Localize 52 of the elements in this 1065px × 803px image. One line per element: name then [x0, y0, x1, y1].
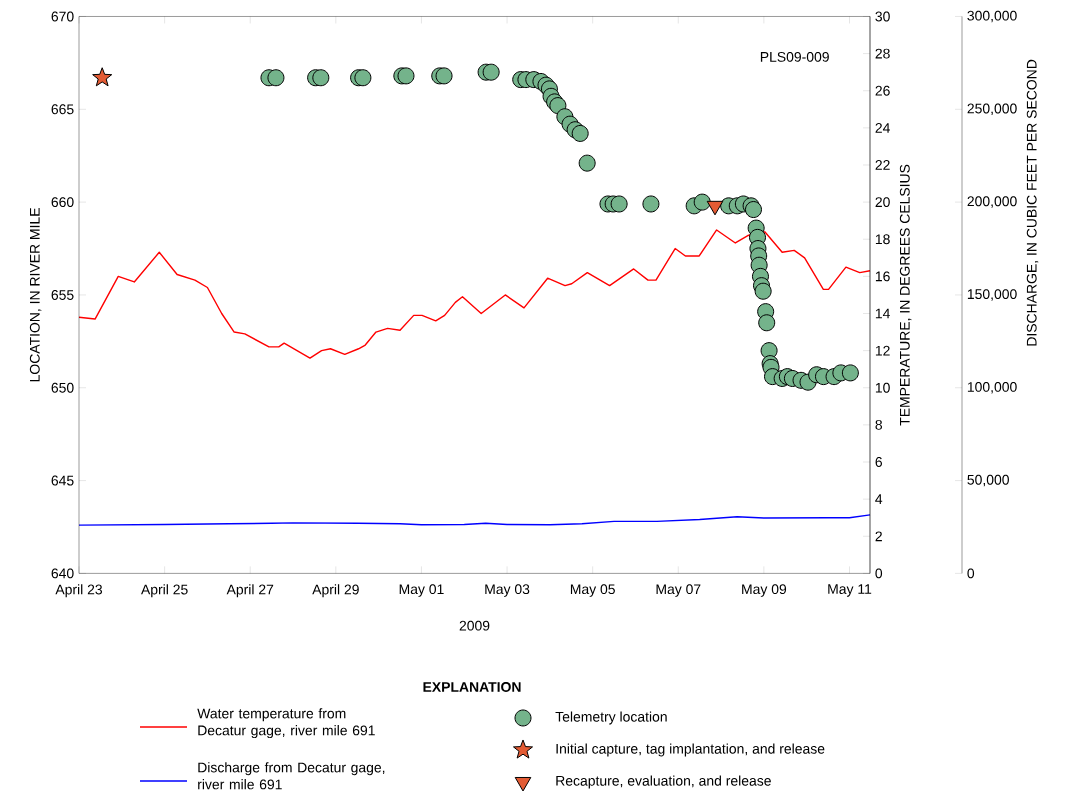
- y3-tick-label: 300,000: [967, 10, 1017, 23]
- x-tick-label: May 11: [828, 584, 872, 597]
- y2-axis-title: TEMPERATURE, IN DEGREES CELSIUS: [899, 164, 912, 426]
- legend-label: Telemetry location: [555, 711, 667, 725]
- y2-tick-label: 18: [875, 234, 890, 245]
- y2-tick-label: 8: [875, 419, 883, 430]
- y2-tick-label: 30: [875, 11, 890, 22]
- y3-tick-label: 250,000: [967, 103, 1017, 116]
- y-axis-title: LOCATION, IN RIVER MILE: [29, 208, 42, 382]
- line-series: [78, 514, 871, 526]
- x-tick-label: April 29: [312, 584, 359, 598]
- y2-tick-label: 28: [875, 48, 890, 59]
- y2-tick-label: 20: [875, 197, 890, 208]
- x-tick-label: April 23: [55, 584, 103, 598]
- legend-label: Initial capture, tag implantation, and release: [556, 743, 825, 757]
- y-tick-label: 645: [51, 475, 74, 486]
- annotation: PLS09-009: [760, 51, 829, 62]
- x-tick-label: April 25: [141, 584, 188, 598]
- y2-tick-label: 14: [875, 308, 890, 319]
- y3-tick-label: 100,000: [967, 381, 1017, 394]
- y3-tick-label: 50,000: [967, 474, 1009, 487]
- y2-tick-label: 10: [875, 382, 890, 393]
- x-tick-label: May 07: [656, 584, 701, 597]
- legend-label: Recapture, evaluation, and release: [556, 775, 771, 789]
- x-tick-label: May 03: [485, 584, 530, 597]
- y2-tick-label: 4: [875, 494, 883, 504]
- y-tick-label: 660: [51, 197, 74, 208]
- y2-tick-label: 26: [875, 85, 890, 96]
- y2-tick-label: 24: [875, 122, 890, 133]
- y2-tick-label: 0: [875, 568, 883, 579]
- legend-label: Water temperature from Decatur gage, river mile 691: [197, 708, 375, 739]
- y2-tick-label: 2: [875, 531, 882, 542]
- y3-tick-label: 150,000: [967, 289, 1017, 301]
- legend-label: Discharge from Decatur gage, river mile 691: [198, 762, 385, 790]
- y-tick-label: 665: [51, 104, 74, 115]
- x-tick-label: May 05: [570, 584, 615, 597]
- y2-tick-label: 6: [875, 457, 882, 467]
- y3-tick-label: 0: [967, 568, 975, 579]
- y3-axis-title: DISCHARGE, IN CUBIC FEET PER SECOND: [1026, 59, 1039, 346]
- y-tick-label: 650: [51, 382, 74, 393]
- y-tick-label: 640: [51, 568, 74, 579]
- x-tick-label: May 09: [742, 584, 787, 597]
- legend-title: EXPLANATION: [423, 682, 521, 692]
- x-tick-label: May 01: [399, 584, 444, 597]
- y-tick-label: 655: [51, 289, 74, 300]
- x-axis-title: 2009: [459, 620, 490, 631]
- y2-tick-label: 12: [875, 345, 890, 356]
- y2-tick-label: 16: [875, 271, 890, 282]
- y3-tick-label: 200,000: [967, 196, 1017, 208]
- y-tick-label: 670: [51, 11, 74, 22]
- x-tick-label: April 27: [226, 584, 274, 598]
- y2-tick-label: 22: [875, 160, 890, 170]
